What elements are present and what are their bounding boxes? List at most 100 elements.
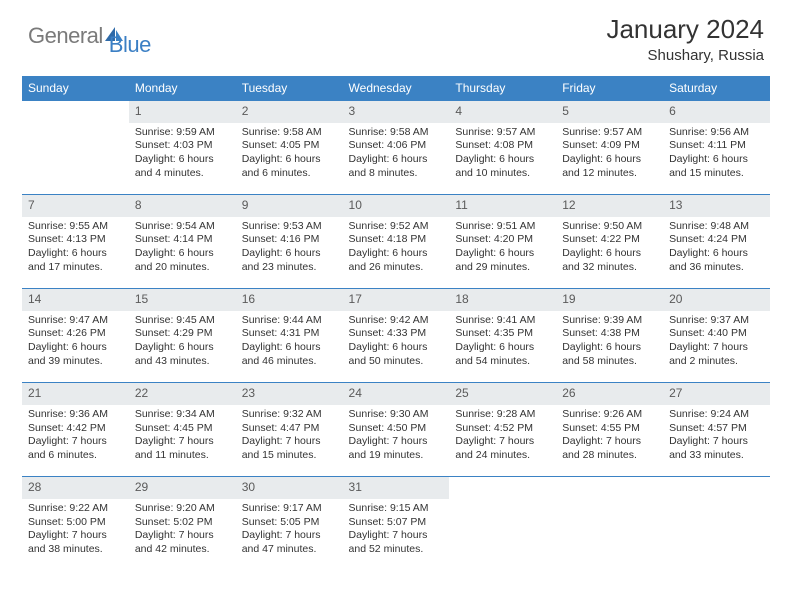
day-content: Sunrise: 9:32 AMSunset: 4:47 PMDaylight:… [236,405,343,469]
sunrise-line: Sunrise: 9:39 AM [562,314,657,328]
day-cell: Sunrise: 9:45 AMSunset: 4:29 PMDaylight:… [129,311,236,383]
day-cell: Sunrise: 9:58 AMSunset: 4:06 PMDaylight:… [343,123,450,195]
weekday-header-row: SundayMondayTuesdayWednesdayThursdayFrid… [22,76,770,101]
day-number-cell: 19 [556,289,663,311]
sunset-line: Sunset: 4:18 PM [349,233,444,247]
day-number: 24 [343,383,450,405]
day-content: Sunrise: 9:48 AMSunset: 4:24 PMDaylight:… [663,217,770,281]
day-cell: Sunrise: 9:17 AMSunset: 5:05 PMDaylight:… [236,499,343,571]
sunset-line: Sunset: 4:09 PM [562,139,657,153]
day-cell: Sunrise: 9:36 AMSunset: 4:42 PMDaylight:… [22,405,129,477]
day-number-cell: 28 [22,477,129,499]
daylight-line: Daylight: 6 hours and 23 minutes. [242,247,337,274]
day-cell: Sunrise: 9:56 AMSunset: 4:11 PMDaylight:… [663,123,770,195]
day-number: 13 [663,195,770,217]
day-cell: Sunrise: 9:30 AMSunset: 4:50 PMDaylight:… [343,405,450,477]
day-number-cell: 3 [343,101,450,123]
sunrise-line: Sunrise: 9:34 AM [135,408,230,422]
daylight-line: Daylight: 7 hours and 11 minutes. [135,435,230,462]
day-number-cell: 30 [236,477,343,499]
sunrise-line: Sunrise: 9:30 AM [349,408,444,422]
daylight-line: Daylight: 7 hours and 52 minutes. [349,529,444,556]
sunrise-line: Sunrise: 9:53 AM [242,220,337,234]
sunset-line: Sunset: 4:52 PM [455,422,550,436]
logo-text-1: General [28,23,103,49]
day-number-cell: 2 [236,101,343,123]
day-content: Sunrise: 9:30 AMSunset: 4:50 PMDaylight:… [343,405,450,469]
sunset-line: Sunset: 4:06 PM [349,139,444,153]
header: General Blue January 2024 Shushary, Russ… [0,0,792,70]
title-block: January 2024 Shushary, Russia [606,14,764,64]
daylight-line: Daylight: 6 hours and 6 minutes. [242,153,337,180]
sunset-line: Sunset: 4:50 PM [349,422,444,436]
day-content: Sunrise: 9:15 AMSunset: 5:07 PMDaylight:… [343,499,450,563]
daylight-line: Daylight: 7 hours and 2 minutes. [669,341,764,368]
day-number-cell: 14 [22,289,129,311]
day-number-cell: 27 [663,383,770,405]
day-number: 8 [129,195,236,217]
sunrise-line: Sunrise: 9:15 AM [349,502,444,516]
day-cell: Sunrise: 9:47 AMSunset: 4:26 PMDaylight:… [22,311,129,383]
day-cell: Sunrise: 9:41 AMSunset: 4:35 PMDaylight:… [449,311,556,383]
day-number [22,101,129,107]
day-number-cell: 26 [556,383,663,405]
sunset-line: Sunset: 4:26 PM [28,327,123,341]
calendar-table: SundayMondayTuesdayWednesdayThursdayFrid… [22,76,770,571]
day-cell: Sunrise: 9:58 AMSunset: 4:05 PMDaylight:… [236,123,343,195]
day-number: 19 [556,289,663,311]
day-number-cell [556,477,663,499]
logo: General Blue [28,14,151,58]
sunrise-line: Sunrise: 9:57 AM [562,126,657,140]
day-cell: Sunrise: 9:48 AMSunset: 4:24 PMDaylight:… [663,217,770,289]
day-content: Sunrise: 9:54 AMSunset: 4:14 PMDaylight:… [129,217,236,281]
day-content: Sunrise: 9:22 AMSunset: 5:00 PMDaylight:… [22,499,129,563]
sunset-line: Sunset: 4:47 PM [242,422,337,436]
sunset-line: Sunset: 4:03 PM [135,139,230,153]
daylight-line: Daylight: 6 hours and 10 minutes. [455,153,550,180]
day-number: 1 [129,101,236,123]
daylight-line: Daylight: 6 hours and 43 minutes. [135,341,230,368]
day-number: 29 [129,477,236,499]
sunrise-line: Sunrise: 9:56 AM [669,126,764,140]
sunrise-line: Sunrise: 9:28 AM [455,408,550,422]
day-cell: Sunrise: 9:51 AMSunset: 4:20 PMDaylight:… [449,217,556,289]
day-cell: Sunrise: 9:34 AMSunset: 4:45 PMDaylight:… [129,405,236,477]
daylight-line: Daylight: 7 hours and 33 minutes. [669,435,764,462]
day-number: 14 [22,289,129,311]
day-cell: Sunrise: 9:52 AMSunset: 4:18 PMDaylight:… [343,217,450,289]
day-number-cell [22,101,129,123]
day-number: 23 [236,383,343,405]
day-cell: Sunrise: 9:54 AMSunset: 4:14 PMDaylight:… [129,217,236,289]
day-content: Sunrise: 9:36 AMSunset: 4:42 PMDaylight:… [22,405,129,469]
daylight-line: Daylight: 6 hours and 29 minutes. [455,247,550,274]
day-number: 17 [343,289,450,311]
daylight-line: Daylight: 7 hours and 42 minutes. [135,529,230,556]
week-row: Sunrise: 9:55 AMSunset: 4:13 PMDaylight:… [22,217,770,289]
day-content: Sunrise: 9:28 AMSunset: 4:52 PMDaylight:… [449,405,556,469]
sunrise-line: Sunrise: 9:54 AM [135,220,230,234]
day-number [663,477,770,483]
day-number-cell [449,477,556,499]
sunrise-line: Sunrise: 9:42 AM [349,314,444,328]
week-row: Sunrise: 9:36 AMSunset: 4:42 PMDaylight:… [22,405,770,477]
week-row: Sunrise: 9:22 AMSunset: 5:00 PMDaylight:… [22,499,770,571]
day-cell: Sunrise: 9:24 AMSunset: 4:57 PMDaylight:… [663,405,770,477]
sunset-line: Sunset: 4:33 PM [349,327,444,341]
day-content: Sunrise: 9:58 AMSunset: 4:06 PMDaylight:… [343,123,450,187]
weekday-header: Friday [556,76,663,101]
day-number-cell: 24 [343,383,450,405]
day-number: 4 [449,101,556,123]
day-cell: Sunrise: 9:42 AMSunset: 4:33 PMDaylight:… [343,311,450,383]
day-cell: Sunrise: 9:22 AMSunset: 5:00 PMDaylight:… [22,499,129,571]
day-number: 9 [236,195,343,217]
sunset-line: Sunset: 4:57 PM [669,422,764,436]
day-number-cell: 20 [663,289,770,311]
day-number: 10 [343,195,450,217]
day-content: Sunrise: 9:41 AMSunset: 4:35 PMDaylight:… [449,311,556,375]
calendar-body: 123456Sunrise: 9:59 AMSunset: 4:03 PMDay… [22,101,770,571]
sunrise-line: Sunrise: 9:57 AM [455,126,550,140]
day-cell: Sunrise: 9:50 AMSunset: 4:22 PMDaylight:… [556,217,663,289]
sunrise-line: Sunrise: 9:24 AM [669,408,764,422]
daylight-line: Daylight: 6 hours and 20 minutes. [135,247,230,274]
sunset-line: Sunset: 5:00 PM [28,516,123,530]
